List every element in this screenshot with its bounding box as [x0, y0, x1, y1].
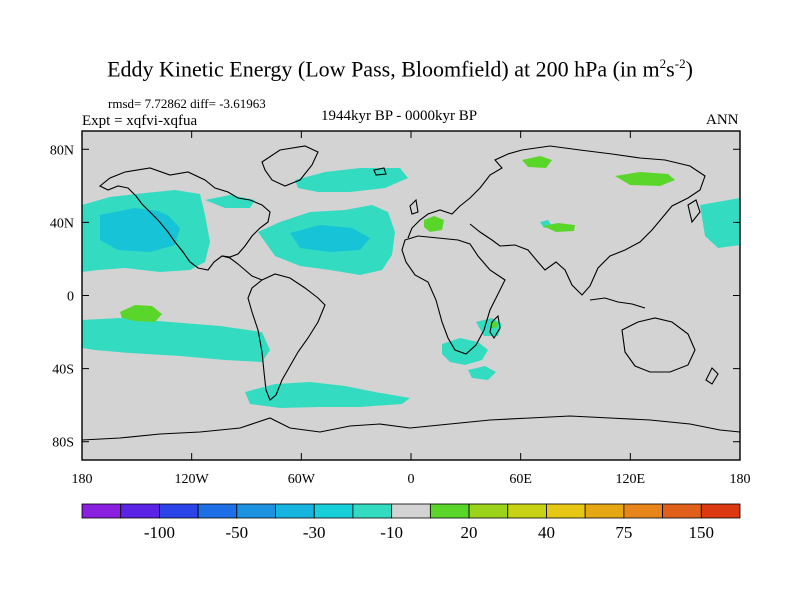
colorbar-label: 150: [689, 523, 715, 542]
coast-uk: [409, 198, 419, 215]
tropical-pacific-region: [120, 305, 162, 322]
colorbar-label: 40: [538, 523, 555, 542]
colorbar-label: -10: [380, 523, 403, 542]
background-field: [82, 131, 740, 460]
y-tick-label: 80S: [52, 436, 74, 451]
experiment-label: Expt = xqfvi-xqfua: [82, 113, 198, 129]
colorbar-label: -30: [303, 523, 326, 542]
mediterranean-region: [424, 216, 444, 232]
season-label: ANN: [706, 112, 739, 128]
scandinavia-region: [522, 156, 552, 168]
coast-gulf-central-america: [221, 255, 263, 281]
coast-iceland: [373, 167, 387, 176]
coast-south-america: [247, 273, 326, 401]
colorbar: -100 -50 -30 -10 20 40 75 150: [81, 503, 741, 542]
x-tick-label: 120W: [175, 472, 210, 487]
x-tick-label: 0: [408, 472, 415, 487]
colorbar-swatch: [120, 503, 160, 519]
title-sup1: 2: [659, 56, 667, 71]
colorbar-swatch: [507, 503, 547, 519]
north-atlantic-core: [290, 225, 370, 252]
colorbar-swatch: [352, 503, 393, 519]
title-mid: s: [666, 56, 675, 82]
arctic-atlantic-region: [295, 168, 408, 192]
coast-asia: [469, 145, 706, 296]
title-sup2: -2: [674, 56, 686, 71]
coast-new-zealand: [705, 367, 719, 385]
stats-label: rmsd= 7.72862 diff= -3.61963: [108, 96, 266, 111]
y-tick-label: 80N: [50, 143, 74, 158]
x-tick-label: 180: [730, 472, 751, 487]
coast-europe: [407, 149, 523, 239]
colorbar-swatch: [197, 503, 238, 519]
north-pacific-core: [100, 208, 180, 252]
period-label: 1944kyr BP - 0000kyr BP: [321, 108, 478, 124]
colorbar-swatch: [275, 503, 315, 519]
colorbar-swatch: [700, 503, 741, 519]
northeast-pacific-tongue: [155, 196, 200, 222]
china-region: [543, 223, 575, 232]
southern-ocean-samerica-region: [245, 382, 410, 408]
colorbar-label: 75: [615, 523, 632, 542]
x-tick-label: 180: [72, 472, 93, 487]
coast-australia: [621, 317, 696, 373]
y-tick-label: 40N: [50, 216, 74, 231]
coast-greenland: [261, 145, 319, 187]
coast-africa: [401, 235, 506, 355]
y-tick-label: 40S: [52, 363, 74, 378]
coast-madagascar: [489, 314, 501, 340]
colorbar-label: -50: [225, 523, 248, 542]
colorbar-swatch: [429, 503, 470, 519]
plot-title: Eddy Kinetic Energy (Low Pass, Bloomfiel…: [0, 56, 800, 82]
south-atlantic-patch: [468, 366, 496, 380]
coast-indonesia: [589, 297, 646, 309]
x-tick-label: 60E: [509, 472, 532, 487]
colorbar-label: -100: [144, 523, 175, 542]
colorbar-swatch: [81, 503, 122, 519]
colorbar-swatch: [313, 503, 354, 519]
coast-antarctica: [82, 415, 740, 441]
title-prefix: Eddy Kinetic Energy (Low Pass, Bloomfiel…: [107, 56, 660, 82]
colorbar-label: 20: [461, 523, 478, 542]
south-pacific-region: [82, 318, 270, 362]
north-siberia-region: [615, 172, 675, 186]
title-suffix: ): [685, 56, 693, 82]
map-field: [82, 131, 740, 460]
colorbar-swatch: [159, 503, 199, 519]
x-tick-label: 120E: [616, 472, 646, 487]
colorbar-swatch: [584, 503, 625, 519]
colorbar-swatch: [468, 503, 509, 519]
axis-layer: 180 120W 60W 0 60E 120E 180 80N 40N 0 40S 80S: [50, 131, 751, 487]
colorbar-swatch: [546, 503, 586, 519]
colorbar-swatch: [236, 503, 276, 519]
coast-japan: [687, 199, 701, 224]
y-tick-label: 0: [67, 290, 74, 305]
colorbar-swatch: [662, 503, 702, 519]
colorbar-swatch: [623, 503, 663, 519]
coastlines: [82, 145, 740, 441]
colorbar-swatch: [391, 503, 431, 519]
x-tick-label: 60W: [288, 472, 316, 487]
east-pacific-patch: [700, 198, 740, 248]
